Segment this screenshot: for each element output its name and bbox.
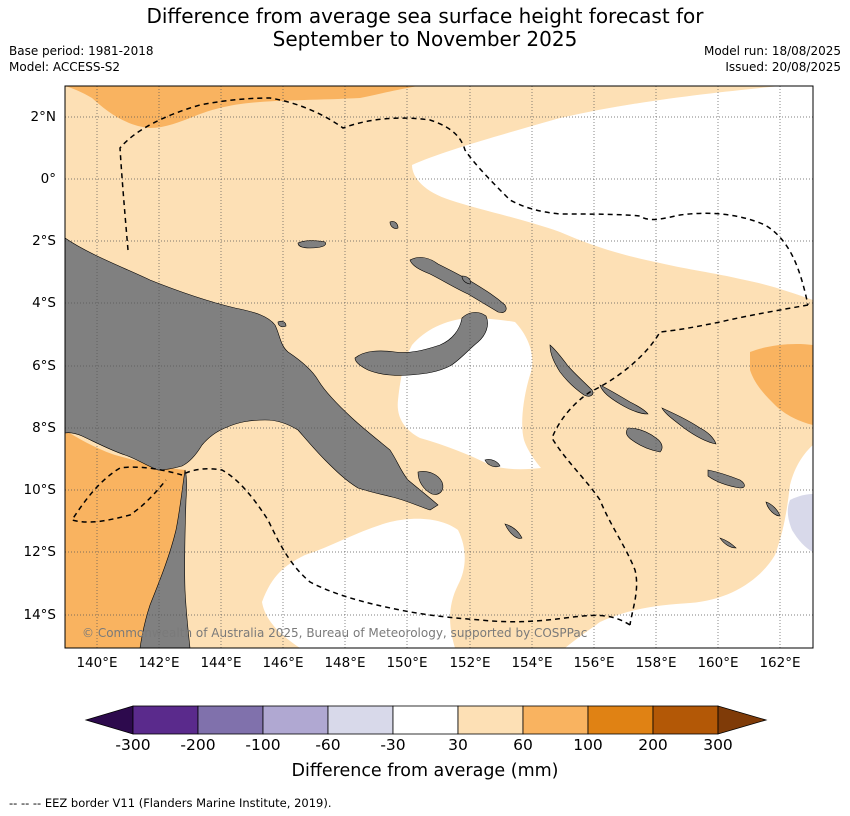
australia-cape-york (139, 469, 191, 648)
lon-label-152e: 152°E (449, 655, 491, 671)
model-run: Model run: 18/08/2025 (703, 44, 841, 58)
colorbar-segment-9 (652, 705, 719, 735)
colorbar-tick-m60: -60 (315, 736, 341, 754)
chart-title-line1: Difference from average sea surface heig… (146, 4, 704, 28)
lon-label-162e: 162°E (759, 655, 801, 671)
lat-label-2s: 2°S (32, 233, 56, 249)
lon-label-160e: 160°E (697, 655, 739, 671)
meta-right: Model run: 18/08/2025 Issued: 20/08/2025 (704, 43, 841, 75)
map-frame (64, 85, 814, 649)
colorbar-segment-1 (132, 705, 199, 735)
light-purple-region (787, 494, 813, 552)
colorbar-high-extension (717, 705, 768, 735)
colorbar-low-extension (84, 705, 134, 735)
lon-label-148e: 148°E (324, 655, 366, 671)
colorbar-tick-m300: -300 (115, 736, 151, 754)
mid-orange-region-north (65, 86, 418, 128)
lat-label-0: 0° (40, 171, 56, 187)
lon-label-158e: 158°E (635, 655, 677, 671)
colorbar-segment-2 (197, 705, 264, 735)
neutral-region-north (412, 86, 813, 300)
colorbar-segment-4 (327, 705, 394, 735)
base-period: Base period: 1981-2018 (9, 44, 154, 58)
small-island-2 (417, 471, 444, 495)
lon-label-144e: 144°E (200, 655, 242, 671)
lon-label-142e: 142°E (138, 655, 180, 671)
colorbar-tick-30: 30 (448, 736, 468, 754)
colorbar-segment-5 (392, 705, 459, 735)
copyright-notice: © Commonwealth of Australia 2025, Bureau… (82, 626, 588, 640)
lat-label-14s: 14°S (23, 607, 57, 623)
lon-label-140e: 140°E (76, 655, 118, 671)
eez-borders (70, 97, 809, 626)
lat-label-4s: 4°S (32, 295, 56, 311)
neutral-region-east (565, 445, 813, 648)
new-guinea-land (65, 237, 439, 511)
colorbar-label: Difference from average (mm) (291, 761, 559, 781)
neutral-region-south (262, 518, 465, 648)
colorbar-tick-m30: -30 (380, 736, 406, 754)
small-island-3 (484, 459, 501, 468)
gridlines (65, 86, 813, 648)
small-island-6 (389, 221, 399, 229)
model-name: Model: ACCESS-S2 (9, 60, 121, 74)
lon-label-154e: 154°E (511, 655, 553, 671)
eez-footnote: -- -- -- EEZ border V11 (Flanders Marine… (9, 796, 332, 810)
solomon-islands-makira (707, 469, 745, 489)
mid-orange-region-east (750, 343, 813, 425)
lon-label-156e: 156°E (573, 655, 615, 671)
new-ireland-island (409, 257, 507, 313)
solomon-islands-choiseul (599, 384, 649, 415)
colorbar-tick-300: 300 (703, 736, 733, 754)
new-britain-island (354, 312, 488, 376)
small-island-4 (504, 523, 523, 539)
lon-label-146e: 146°E (262, 655, 304, 671)
colorbar-tick-m100: -100 (245, 736, 281, 754)
solomon-islands-santa-isabel (661, 407, 717, 445)
chart-title-line2: September to November 2025 (272, 27, 578, 51)
lat-label-8s: 8°S (32, 420, 56, 436)
small-island-8 (719, 537, 737, 549)
colorbar-segment-6 (457, 705, 524, 735)
lat-label-6s: 6°S (32, 358, 56, 374)
meta-left: Base period: 1981-2018 Model: ACCESS-S2 (9, 43, 154, 75)
colorbar-tick-100: 100 (573, 736, 603, 754)
bougainville-island (549, 344, 594, 397)
colorbar-tick-m200: -200 (180, 736, 216, 754)
issued-date: Issued: 20/08/2025 (725, 60, 841, 74)
colorbar-segment-3 (262, 705, 329, 735)
map-area (65, 86, 813, 648)
small-island-1 (297, 240, 326, 249)
colorbar-tick-200: 200 (638, 736, 668, 754)
lon-label-150e: 150°E (386, 655, 428, 671)
lat-label-10s: 10°S (23, 482, 57, 498)
colorbar-tick-60: 60 (513, 736, 533, 754)
lat-label-2n: 2°N (30, 109, 56, 125)
colorbar-segment-8 (587, 705, 654, 735)
small-island-5 (277, 320, 287, 328)
colorbar-segment-7 (522, 705, 589, 735)
lat-label-12s: 12°S (23, 544, 57, 560)
solomon-islands-guadalcanal (626, 427, 663, 453)
